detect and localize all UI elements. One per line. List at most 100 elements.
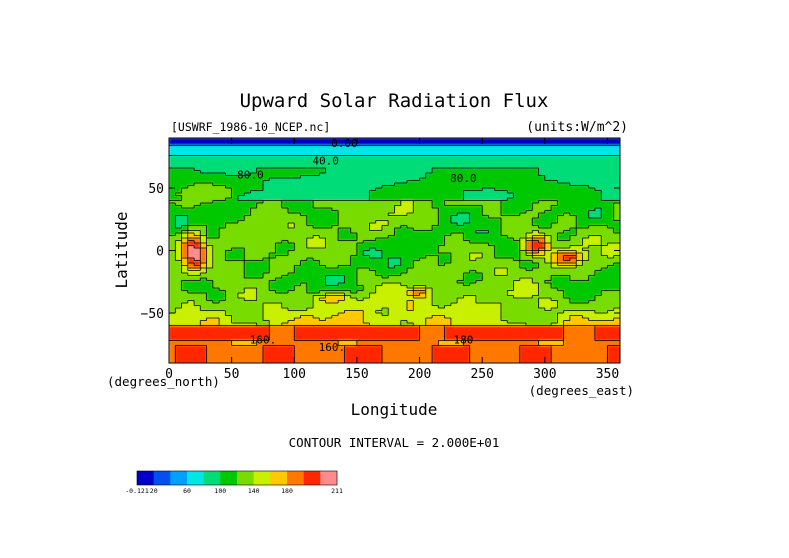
field-cell [306,253,314,257]
field-cell [269,218,277,222]
field-cell [500,195,508,199]
field-cell [488,273,496,277]
field-cell [225,285,233,289]
field-cell [601,158,609,162]
field-cell [381,290,389,294]
units-label: (units:W/m^2) [526,120,628,135]
field-cell [594,140,602,144]
field-cell [482,268,490,272]
field-cell [482,305,490,309]
field-cell [294,155,302,159]
field-cell [551,243,558,247]
field-cell [488,278,496,282]
field-cell [244,138,252,142]
field-cell [613,190,620,194]
field-cell [319,215,327,219]
field-cell [288,188,295,192]
field-cell [306,265,314,269]
field-cell [475,220,483,224]
field-cell [306,250,314,254]
field-cell [432,180,439,184]
field-cell [507,148,515,152]
field-cell [338,175,345,179]
field-cell [319,200,327,204]
field-cell [407,283,414,287]
field-cell [413,175,421,179]
field-cell [225,288,233,292]
field-cell [601,250,609,254]
field-cell [469,298,477,302]
field-cell [607,138,615,142]
field-cell [294,168,302,172]
field-cell [206,235,214,239]
field-cell [194,265,201,269]
field-cell [576,185,584,189]
field-cell [425,278,433,282]
field-cell [187,148,195,152]
field-cell [319,148,327,152]
field-cell [363,205,371,209]
field-cell [563,203,571,207]
field-cell [425,198,433,202]
field-cell [450,278,458,282]
field-cell [438,188,446,192]
field-cell [613,170,620,174]
field-cell [407,138,414,142]
field-cell [538,148,546,152]
field-cell [400,220,408,224]
field-cell [250,245,258,249]
field-cell [438,160,446,164]
field-cell [294,138,302,142]
field-cell [469,163,477,167]
field-cell [607,225,615,229]
field-cell [425,263,433,267]
field-cell [169,230,176,234]
field-cell [413,303,421,307]
field-cell [269,163,277,167]
field-cell [432,220,439,224]
field-cell [325,225,333,229]
field-cell [256,173,264,177]
field-cell [613,308,620,312]
field-cell [331,240,339,244]
field-cell [613,253,620,257]
field-cell [231,228,239,232]
field-cell [413,158,421,162]
field-cell [613,270,620,274]
field-cell [557,243,565,247]
field-cell [388,150,396,154]
field-cell [231,195,239,199]
field-cell [444,160,452,164]
field-cell [551,198,558,202]
field-cell [388,218,396,222]
field-cell [344,270,352,274]
field-cell [169,145,176,149]
field-cell [613,268,620,272]
field-cell [288,198,295,202]
field-cell [300,158,308,162]
field-cell [613,185,620,189]
field-cell [500,170,508,174]
field-cell [187,175,195,179]
field-cell [363,253,371,257]
field-cell [187,180,195,184]
field-cell [588,170,596,174]
field-cell [613,303,620,307]
field-cell [306,245,314,249]
field-cell [331,195,339,199]
field-cell [394,290,402,294]
field-cell [294,225,302,229]
field-cell [432,148,439,152]
field-cell [169,218,176,222]
field-cell [244,263,252,267]
field-cell [400,258,408,262]
field-cell [194,195,201,199]
field-cell [601,268,609,272]
field-cell [532,163,540,167]
field-cell [250,205,258,209]
field-cell [219,175,226,179]
field-cell [187,295,195,299]
field-cell [400,243,408,247]
field-cell [457,138,464,142]
field-cell [594,258,602,262]
